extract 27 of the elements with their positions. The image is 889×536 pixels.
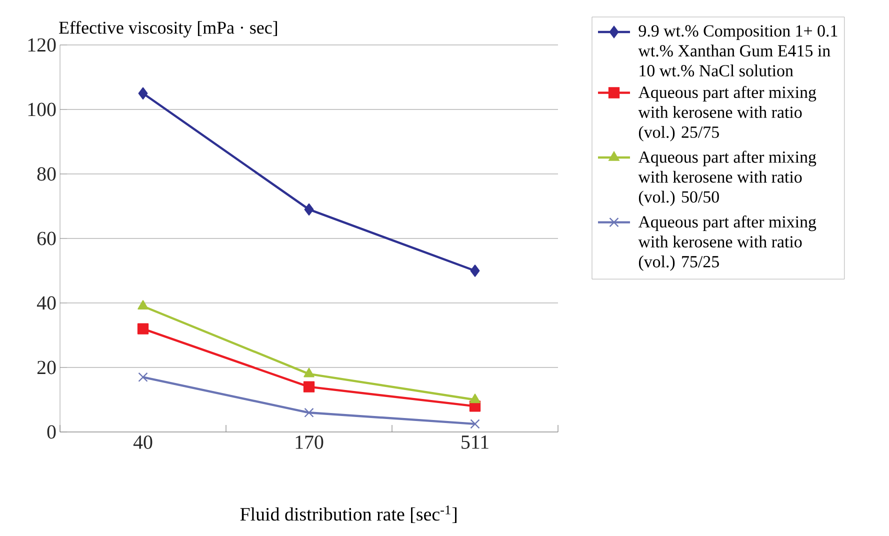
y-tick-label: 100: [28, 102, 56, 116]
y-tick-label: 60: [37, 232, 56, 246]
legend-label: Aqueous part after mixing with kerosene with ratio (vol.) 25/75: [638, 86, 816, 142]
y-tick-label: 20: [37, 360, 56, 374]
y-axis-title: Effective viscosity [mPa · sec]: [59, 20, 277, 38]
point: [470, 419, 480, 429]
point: [304, 408, 314, 418]
y-tick-label: 120: [28, 38, 56, 52]
point: [138, 87, 148, 100]
x-tick-label: 40: [133, 436, 152, 449]
legend-label: Aqueous part after mixing with kerosene with ratio (vol.) 75/25: [638, 216, 816, 271]
point: [304, 203, 314, 216]
point: [138, 372, 148, 382]
point: [470, 264, 480, 277]
y-tick-label: 80: [37, 167, 56, 181]
x-tick-label: 511: [462, 436, 488, 449]
x-axis-title: Fluid distribution rate [sec$^{-1}$]: [240, 506, 457, 524]
x-tick-label: 170: [296, 436, 324, 449]
point: [137, 323, 149, 334]
point: [138, 300, 148, 310]
point: [303, 381, 315, 392]
point: [304, 368, 314, 378]
legend-label: 9.9 wt.% Composition 1+ 0.1 wt.% Xanthan Gum E415 in 10 wt.% NaCl solution: [638, 25, 838, 77]
point: [470, 394, 480, 404]
y-tick-label: 40: [36, 296, 56, 310]
y-tick-label: 0: [47, 425, 56, 439]
legend-label: Aqueous part after mixing with kerosene with ratio (vol.) 50/50: [638, 150, 816, 206]
